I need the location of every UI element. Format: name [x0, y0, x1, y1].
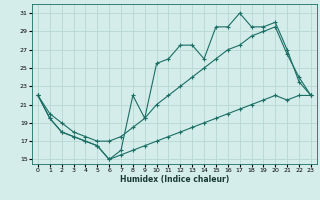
X-axis label: Humidex (Indice chaleur): Humidex (Indice chaleur)	[120, 175, 229, 184]
